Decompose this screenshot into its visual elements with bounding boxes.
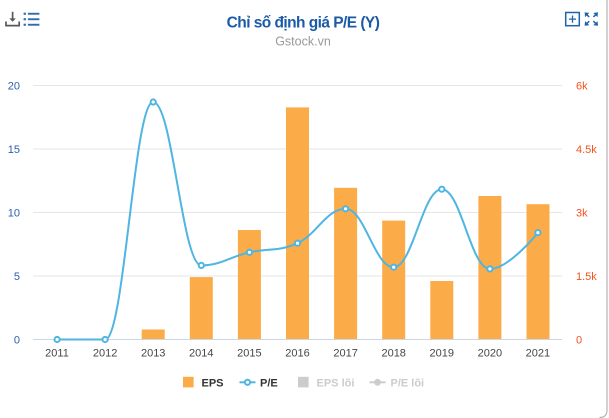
svg-text:10: 10 xyxy=(8,208,20,220)
svg-text:2015: 2015 xyxy=(237,348,261,360)
svg-text:EPS: EPS xyxy=(202,378,224,390)
svg-text:P/E lõi: P/E lõi xyxy=(391,378,425,390)
svg-text:2016: 2016 xyxy=(285,348,309,360)
svg-text:EPS lõi: EPS lõi xyxy=(317,378,355,390)
svg-text:2012: 2012 xyxy=(93,348,117,360)
svg-text:20: 20 xyxy=(8,81,20,93)
svg-text:15: 15 xyxy=(8,144,20,156)
svg-text:2018: 2018 xyxy=(381,348,405,360)
svg-text:2021: 2021 xyxy=(526,348,550,360)
svg-text:P/E: P/E xyxy=(260,378,278,390)
svg-text:4.5k: 4.5k xyxy=(576,144,597,156)
svg-text:2017: 2017 xyxy=(333,348,357,360)
svg-text:Chỉ số định giá P/E (Y): Chỉ số định giá P/E (Y) xyxy=(227,15,380,32)
svg-text:3k: 3k xyxy=(576,208,588,220)
svg-text:2019: 2019 xyxy=(430,348,454,360)
svg-text:2020: 2020 xyxy=(478,348,502,360)
svg-text:1.5k: 1.5k xyxy=(576,271,597,283)
svg-text:2011: 2011 xyxy=(45,348,69,360)
svg-text:Gstock.vn: Gstock.vn xyxy=(275,35,331,49)
svg-text:2014: 2014 xyxy=(189,348,213,360)
svg-text:0: 0 xyxy=(576,335,582,347)
svg-text:0: 0 xyxy=(14,335,20,347)
svg-text:6k: 6k xyxy=(576,81,588,93)
svg-text:2013: 2013 xyxy=(141,348,165,360)
svg-text:5: 5 xyxy=(14,271,20,283)
